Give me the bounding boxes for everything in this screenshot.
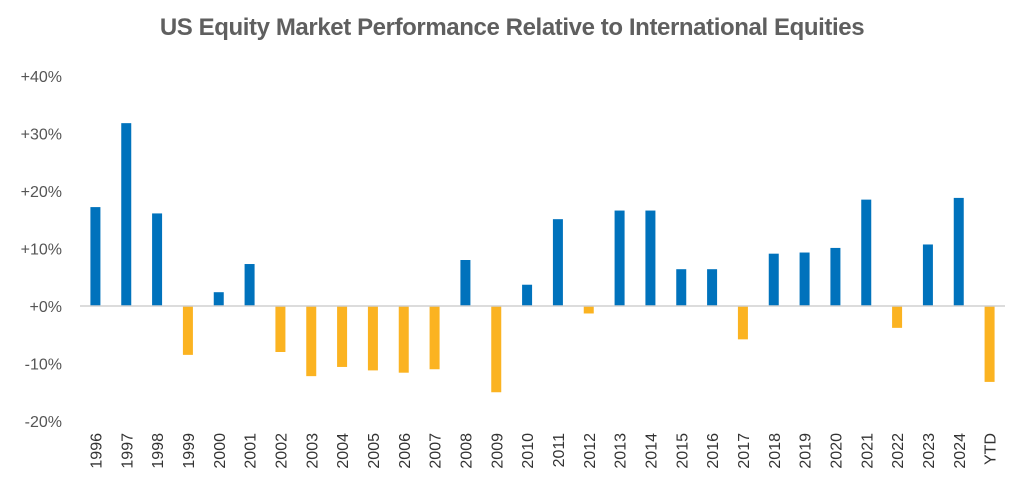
x-tick-label: 2003 <box>304 433 321 469</box>
x-tick-label: 2018 <box>767 433 784 469</box>
bar-2001 <box>244 264 255 306</box>
y-tick-label: -20% <box>25 414 62 431</box>
y-tick-label: +20% <box>21 184 62 201</box>
x-tick-label: 2002 <box>273 433 290 469</box>
x-tick-label: 2022 <box>890 433 907 469</box>
y-axis-tick-labels: +40% +30% +20% +10% +0% -10% -20% <box>21 69 62 431</box>
bar-ytd <box>984 306 995 382</box>
bar-1998 <box>152 213 163 306</box>
bar-2004 <box>337 306 348 367</box>
bar-1996 <box>90 207 101 306</box>
bar-2010 <box>522 284 533 306</box>
x-tick-label: 1998 <box>150 433 167 469</box>
bar-2000 <box>213 292 224 306</box>
x-tick-label: 2004 <box>335 433 352 469</box>
x-tick-label: 1996 <box>88 433 105 469</box>
x-tick-label: 2009 <box>489 433 506 469</box>
y-tick-label: +0% <box>30 299 62 316</box>
bar-2022 <box>892 306 903 328</box>
x-tick-label: 2017 <box>736 433 753 469</box>
bar-2003 <box>306 306 317 377</box>
x-tick-label: 2010 <box>520 433 537 469</box>
x-axis-category-labels: 1996 1997 1998 1999 2000 2001 2002 2003 2004 2005… <box>88 433 999 469</box>
bar-2016 <box>707 269 718 306</box>
bar-2023 <box>922 244 933 306</box>
x-tick-label: 2016 <box>705 433 722 469</box>
x-tick-label: 2023 <box>921 433 938 469</box>
x-tick-label: 2006 <box>397 433 414 469</box>
x-tick-label: 2019 <box>798 433 815 469</box>
x-tick-label: 2001 <box>243 433 260 469</box>
bar-2008 <box>460 260 471 306</box>
bar-2013 <box>614 210 625 306</box>
bar-2012 <box>583 306 594 314</box>
bar-2006 <box>398 306 409 373</box>
bar-1997 <box>121 123 132 307</box>
bar-2005 <box>367 306 378 371</box>
bar-2020 <box>830 247 841 306</box>
x-tick-label: 2024 <box>952 433 969 469</box>
bar-2014 <box>645 210 656 306</box>
x-tick-label: 2007 <box>428 433 445 469</box>
x-tick-label: 1999 <box>181 433 198 469</box>
x-tick-label: 1997 <box>119 433 136 469</box>
bar-2021 <box>861 199 872 306</box>
chart-title: US Equity Market Performance Relative to… <box>159 14 865 41</box>
bar-2018 <box>768 253 779 306</box>
bar-2002 <box>275 306 286 352</box>
x-tick-label: 2000 <box>212 433 229 469</box>
x-tick-label: 2005 <box>366 433 383 469</box>
bar-2009 <box>491 306 502 393</box>
x-tick-label: 2008 <box>458 433 475 469</box>
x-tick-label: 2014 <box>643 433 660 469</box>
bar-2019 <box>799 252 810 306</box>
bar-2011 <box>552 219 563 306</box>
bar-2024 <box>953 197 964 306</box>
bar-1999 <box>182 306 193 355</box>
x-tick-label: 2013 <box>613 433 630 469</box>
bar-2007 <box>429 306 440 370</box>
y-tick-label: -10% <box>25 357 62 374</box>
x-tick-label: 2015 <box>674 433 691 469</box>
bar-2015 <box>676 269 687 306</box>
bar-2017 <box>737 306 748 340</box>
x-tick-label: 2011 <box>551 433 568 468</box>
y-tick-label: +40% <box>21 69 62 86</box>
x-tick-label: 2020 <box>828 433 845 469</box>
bars <box>90 123 995 393</box>
y-tick-label: +30% <box>21 127 62 144</box>
x-tick-label: 2021 <box>859 433 876 469</box>
y-tick-label: +10% <box>21 242 62 259</box>
x-tick-label: 2012 <box>582 433 599 469</box>
x-tick-label: YTD <box>983 433 1000 465</box>
